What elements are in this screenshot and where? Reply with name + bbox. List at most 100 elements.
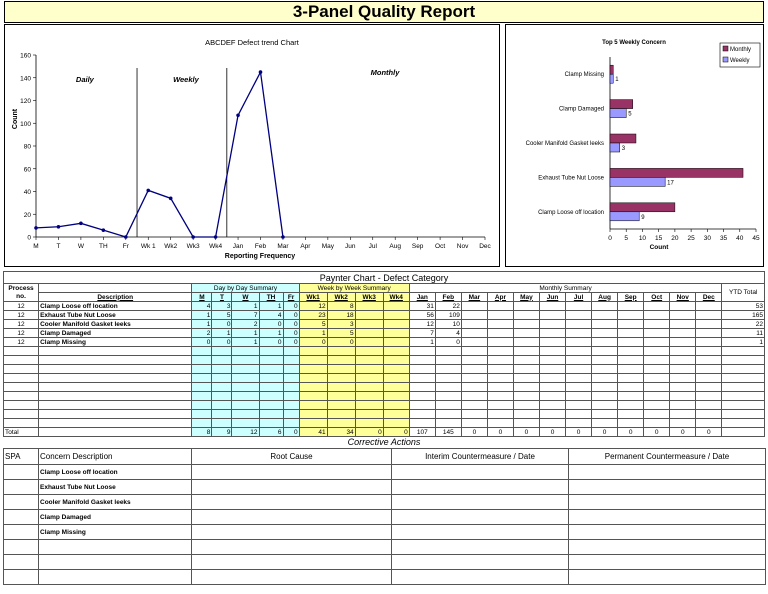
concern-data-label: 17 bbox=[667, 180, 674, 186]
cell-month-value bbox=[669, 319, 697, 329]
cell-week-value bbox=[382, 364, 410, 374]
total-month-value: 0 bbox=[617, 427, 645, 437]
cell-month-value bbox=[565, 373, 593, 383]
ca-row: Clamp Missing bbox=[3, 524, 766, 540]
trend-data-point bbox=[258, 70, 263, 74]
cell-month-value bbox=[669, 418, 697, 428]
cell-month-value bbox=[643, 409, 671, 419]
trend-x-tick-label: Fr bbox=[123, 243, 130, 250]
header-desc-spacer bbox=[38, 283, 193, 293]
cell-month-value bbox=[565, 328, 593, 338]
cell-month-value bbox=[512, 319, 541, 329]
cell-month-value bbox=[408, 346, 436, 356]
cell-day-value bbox=[258, 409, 284, 419]
cell-concern-description: Exhaust Tube Nut Loose bbox=[38, 479, 192, 495]
cell-day-value bbox=[258, 364, 284, 374]
concern-category-label: Clamp Missing bbox=[565, 72, 604, 78]
cell-month-value bbox=[643, 310, 671, 320]
cell-week-value: 3 bbox=[326, 319, 356, 329]
concern-category-label: Clamp Damaged bbox=[559, 107, 604, 113]
cell-description bbox=[38, 418, 193, 428]
cell-month-value bbox=[643, 373, 671, 383]
cell-week-value bbox=[354, 301, 384, 311]
concern-x-tick-label: 40 bbox=[736, 235, 744, 242]
header-month: Dec bbox=[695, 292, 723, 302]
cell-week-value bbox=[298, 400, 328, 410]
trend-x-tick-label: Apr bbox=[300, 243, 311, 250]
trend-data-point bbox=[236, 113, 240, 118]
cell-month-value bbox=[434, 355, 462, 365]
cell-month-value bbox=[434, 418, 462, 428]
cell-day-value bbox=[191, 355, 213, 365]
cell-interim-countermeasure bbox=[391, 569, 569, 585]
total-day-value: 8 bbox=[191, 427, 213, 437]
trend-section-label: Daily bbox=[76, 75, 95, 84]
cell-month-value bbox=[669, 364, 697, 374]
cell-interim-countermeasure bbox=[391, 539, 569, 555]
header-day: M bbox=[191, 292, 213, 302]
cell-month-value bbox=[512, 409, 541, 419]
cell-month-value bbox=[669, 346, 697, 356]
cell-concern-description: Cooler Manifold Gasket leeks bbox=[38, 494, 192, 510]
concern-x-tick-label: 35 bbox=[720, 235, 728, 242]
cell-day-value: 0 bbox=[282, 337, 300, 347]
concern-x-tick-label: 0 bbox=[608, 235, 612, 242]
cell-month-value bbox=[669, 355, 697, 365]
cell-day-value: 0 bbox=[191, 337, 213, 347]
trend-x-tick-label: TH bbox=[99, 243, 108, 250]
cell-month-value bbox=[591, 418, 619, 428]
cell-permanent-countermeasure bbox=[568, 554, 766, 570]
cell-month-value bbox=[565, 391, 593, 401]
cell-spa bbox=[3, 494, 39, 510]
cell-month-value bbox=[538, 373, 567, 383]
cell-day-value: 1 bbox=[191, 319, 213, 329]
trend-x-tick-label: W bbox=[78, 243, 85, 250]
cell-day-value: 2 bbox=[231, 319, 260, 329]
cell-month-value bbox=[591, 301, 619, 311]
cell-ytd-value bbox=[721, 382, 765, 392]
cell-day-value: 0 bbox=[282, 310, 300, 320]
cell-month-value bbox=[434, 382, 462, 392]
header-description: Description bbox=[38, 292, 193, 302]
concern-x-tick-label: 10 bbox=[639, 235, 647, 242]
cell-week-value bbox=[382, 409, 410, 419]
cell-month-value: 22 bbox=[434, 301, 462, 311]
header-concern-description: Concern Description bbox=[38, 448, 192, 465]
cell-month-value bbox=[591, 319, 619, 329]
trend-series-line bbox=[35, 69, 284, 238]
corrective-actions-table: SPA Concern Description Root Cause Interim … bbox=[3, 448, 766, 585]
cell-ytd-value bbox=[721, 409, 765, 419]
cell-month-value bbox=[512, 346, 541, 356]
cell-month-value bbox=[434, 391, 462, 401]
cell-week-value bbox=[382, 355, 410, 365]
total-month-value: 0 bbox=[565, 427, 593, 437]
cell-month-value bbox=[434, 400, 462, 410]
cell-month-value bbox=[460, 301, 488, 311]
cell-month-value bbox=[512, 364, 541, 374]
trend-data-point bbox=[281, 235, 285, 239]
cell-day-value bbox=[231, 355, 260, 365]
total-month-value: 107 bbox=[408, 427, 436, 437]
trend-x-tick-label: Mar bbox=[277, 243, 289, 250]
cell-week-value bbox=[354, 400, 384, 410]
header-month: Aug bbox=[591, 292, 619, 302]
header-month: Apr bbox=[486, 292, 514, 302]
cell-interim-countermeasure bbox=[391, 479, 569, 495]
total-month-value: 0 bbox=[486, 427, 514, 437]
cell-week-value bbox=[298, 409, 328, 419]
cell-day-value: 1 bbox=[211, 328, 233, 338]
cell-month-value bbox=[512, 310, 541, 320]
cell-day-value bbox=[231, 346, 260, 356]
ca-row: Exhaust Tube Nut Loose bbox=[3, 479, 766, 495]
cell-day-value bbox=[282, 346, 300, 356]
cell-month-value bbox=[565, 364, 593, 374]
cell-month-value bbox=[669, 373, 697, 383]
cell-week-value bbox=[382, 310, 410, 320]
concern-data-label: 5 bbox=[628, 112, 632, 118]
cell-month-value bbox=[669, 400, 697, 410]
cell-month-value bbox=[486, 391, 514, 401]
cell-month-value bbox=[695, 382, 723, 392]
cell-month-value bbox=[512, 355, 541, 365]
cell-month-value bbox=[591, 346, 619, 356]
paynter-row: 12 Cooler Manifold Gasket leeks 1 0 2 0 0 5 3 12 1… bbox=[2, 319, 765, 329]
